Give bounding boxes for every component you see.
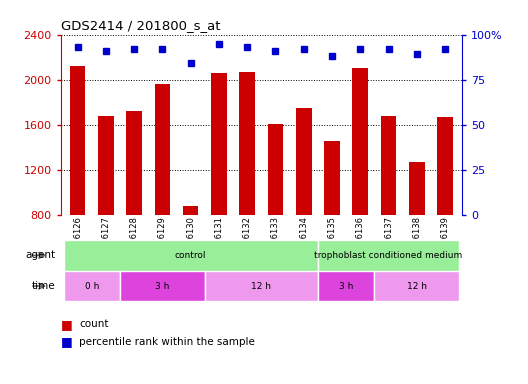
Bar xyxy=(183,206,199,215)
Bar xyxy=(211,73,227,215)
Text: percentile rank within the sample: percentile rank within the sample xyxy=(79,337,255,347)
Text: count: count xyxy=(79,319,109,329)
Text: GSM136133: GSM136133 xyxy=(271,216,280,267)
Bar xyxy=(63,271,120,301)
Bar xyxy=(205,271,318,301)
Text: GSM136130: GSM136130 xyxy=(186,216,195,267)
Text: ■: ■ xyxy=(61,335,72,348)
Bar xyxy=(296,108,312,215)
Bar xyxy=(240,72,255,215)
Bar xyxy=(155,84,170,215)
Text: GSM136135: GSM136135 xyxy=(327,216,336,267)
Text: GSM136134: GSM136134 xyxy=(299,216,308,267)
Text: agent: agent xyxy=(25,250,55,260)
Bar xyxy=(374,271,459,301)
Text: GSM136127: GSM136127 xyxy=(101,216,110,267)
Text: trophoblast conditioned medium: trophoblast conditioned medium xyxy=(314,251,463,260)
Bar xyxy=(318,271,374,301)
Text: 3 h: 3 h xyxy=(339,281,353,291)
Text: GSM136139: GSM136139 xyxy=(440,216,449,267)
Bar xyxy=(353,68,368,215)
Bar xyxy=(409,162,425,215)
Bar xyxy=(120,271,205,301)
Bar xyxy=(126,111,142,215)
Text: 12 h: 12 h xyxy=(251,281,271,291)
Text: GSM136132: GSM136132 xyxy=(243,216,252,267)
Bar xyxy=(318,240,459,271)
Text: time: time xyxy=(32,281,55,291)
Text: GSM136129: GSM136129 xyxy=(158,216,167,267)
Text: ■: ■ xyxy=(61,318,72,331)
Text: control: control xyxy=(175,251,206,260)
Text: GSM136131: GSM136131 xyxy=(214,216,223,267)
Text: 12 h: 12 h xyxy=(407,281,427,291)
Bar xyxy=(324,141,340,215)
Text: GSM136128: GSM136128 xyxy=(130,216,139,267)
Bar xyxy=(268,124,283,215)
Text: GSM136136: GSM136136 xyxy=(356,216,365,267)
Text: 0 h: 0 h xyxy=(84,281,99,291)
Text: GSM136137: GSM136137 xyxy=(384,216,393,267)
Text: 3 h: 3 h xyxy=(155,281,169,291)
Bar xyxy=(437,117,453,215)
Bar xyxy=(63,240,318,271)
Text: GSM136138: GSM136138 xyxy=(412,216,421,267)
Bar xyxy=(98,116,114,215)
Text: GSM136126: GSM136126 xyxy=(73,216,82,267)
Bar xyxy=(70,66,86,215)
Bar xyxy=(381,116,397,215)
Text: GDS2414 / 201800_s_at: GDS2414 / 201800_s_at xyxy=(61,19,220,32)
